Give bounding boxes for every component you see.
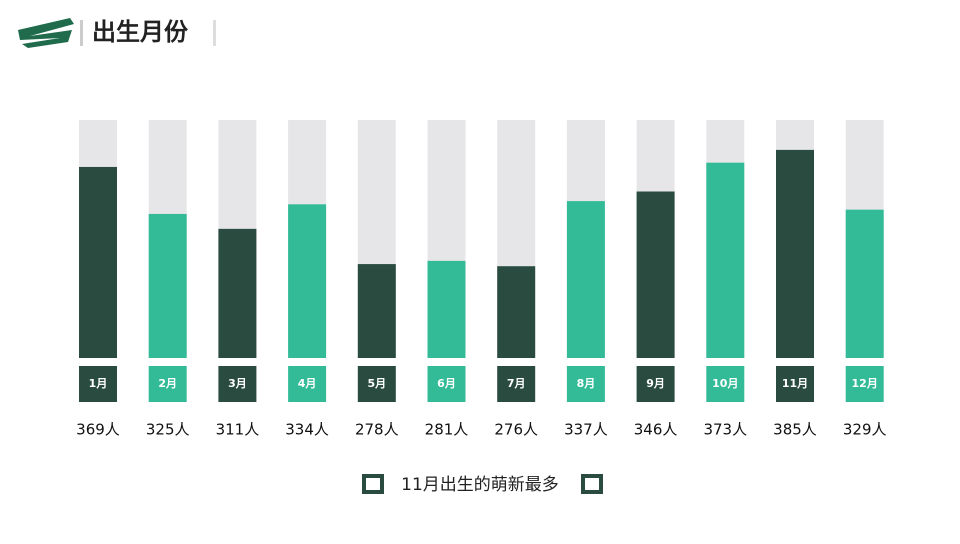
value-label: 346人 xyxy=(634,421,678,439)
x-tick-label: 2月 xyxy=(158,377,177,390)
bar xyxy=(776,149,814,358)
value-label: 325人 xyxy=(146,421,190,439)
annotation: 11月出生的萌新最多 xyxy=(401,475,559,495)
bar xyxy=(636,191,675,358)
bar xyxy=(845,209,884,358)
bar xyxy=(148,213,187,358)
x-tick-label: 7月 xyxy=(507,377,526,390)
x-tick-label: 6月 xyxy=(437,377,456,390)
bar xyxy=(427,260,466,358)
value-label: 311人 xyxy=(216,421,260,439)
bar xyxy=(357,264,396,358)
x-tick-label: 1月 xyxy=(89,377,108,390)
value-label: 369人 xyxy=(76,421,120,439)
x-tick-label: 9月 xyxy=(646,377,665,390)
bar xyxy=(288,204,327,358)
value-label: 334人 xyxy=(285,421,329,439)
x-tick-label: 3月 xyxy=(228,377,247,390)
x-tick-label: 12月 xyxy=(852,377,878,390)
category-box xyxy=(636,366,675,402)
x-tick-label: 8月 xyxy=(577,377,596,390)
category-box xyxy=(566,366,605,402)
category-box xyxy=(845,366,884,402)
value-label: 373人 xyxy=(703,421,747,439)
category-box xyxy=(288,366,327,402)
category-box xyxy=(497,366,536,402)
value-label: 337人 xyxy=(564,421,608,439)
category-box xyxy=(427,366,466,402)
bar xyxy=(218,228,257,358)
bar xyxy=(79,166,117,358)
category-box xyxy=(706,366,745,402)
x-tick-label: 4月 xyxy=(298,377,317,390)
category-box xyxy=(357,366,396,402)
category-box xyxy=(776,366,814,402)
category-box xyxy=(148,366,187,402)
x-tick-label: 10月 xyxy=(712,377,738,390)
category-box xyxy=(79,366,117,402)
bar xyxy=(566,201,605,358)
category-box xyxy=(218,366,257,402)
annotation-icon xyxy=(362,474,384,494)
value-label: 278人 xyxy=(355,421,399,439)
title-divider xyxy=(213,20,216,46)
x-tick-label: 11月 xyxy=(782,377,808,390)
value-label: 329人 xyxy=(843,421,887,439)
value-label: 385人 xyxy=(773,421,817,439)
annotation-icon xyxy=(581,474,603,494)
bar xyxy=(497,266,536,358)
bar xyxy=(706,162,745,358)
chart-title: 出生月份 xyxy=(92,18,189,46)
title-brush xyxy=(18,18,83,48)
value-label: 276人 xyxy=(494,421,538,439)
x-tick-label: 5月 xyxy=(367,377,386,390)
value-label: 281人 xyxy=(425,421,469,439)
